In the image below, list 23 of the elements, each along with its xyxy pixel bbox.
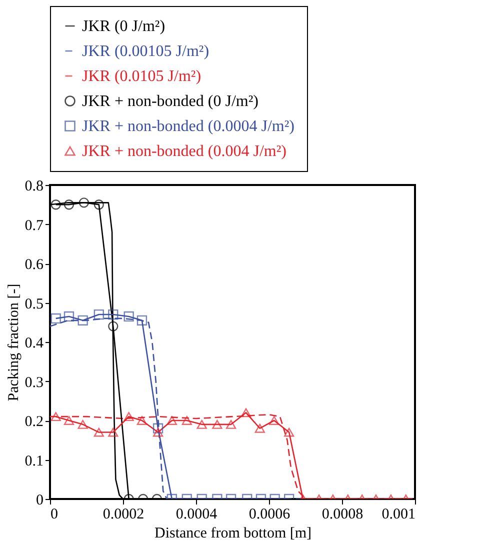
y-tick-label: 0.4 <box>24 336 44 352</box>
legend-label: JKR (0.0105 J/m²) <box>82 68 202 85</box>
legend-label: JKR + non-bonded (0.0004 J/m²) <box>82 118 294 135</box>
legend-label: JKR + non-bonded (0.004 J/m²) <box>82 143 286 160</box>
y-tick-label: 0.7 <box>24 218 44 234</box>
y-tick-label: 0.2 <box>24 414 44 430</box>
y-tick-label: 0.3 <box>24 374 44 391</box>
legend-label: JKR (0.00105 J/m²) <box>82 43 210 60</box>
y-tick-label: 0.1 <box>24 453 44 470</box>
x-tick-label: 0.0008 <box>322 506 364 522</box>
x-tick-label: 0.0002 <box>102 506 144 522</box>
y-tick-label: 0.5 <box>24 296 44 312</box>
x-tick-label: 0.0004 <box>176 506 218 522</box>
x-tick-label: 0 <box>50 506 58 522</box>
y-tick-label: 0.8 <box>24 178 44 194</box>
x-tick-label: 0.001 <box>382 506 416 522</box>
y-axis-title: Packing fraction [-] <box>6 284 22 402</box>
y-tick-label: 0.6 <box>24 257 44 273</box>
legend-label: JKR (0 J/m²) <box>82 18 166 35</box>
x-tick-label: 0.0006 <box>248 506 291 522</box>
y-tick-label: 0 <box>36 492 44 508</box>
x-axis-title: Distance from bottom [m] <box>154 526 312 542</box>
legend-label: JKR + non-bonded (0 J/m²) <box>82 93 258 110</box>
